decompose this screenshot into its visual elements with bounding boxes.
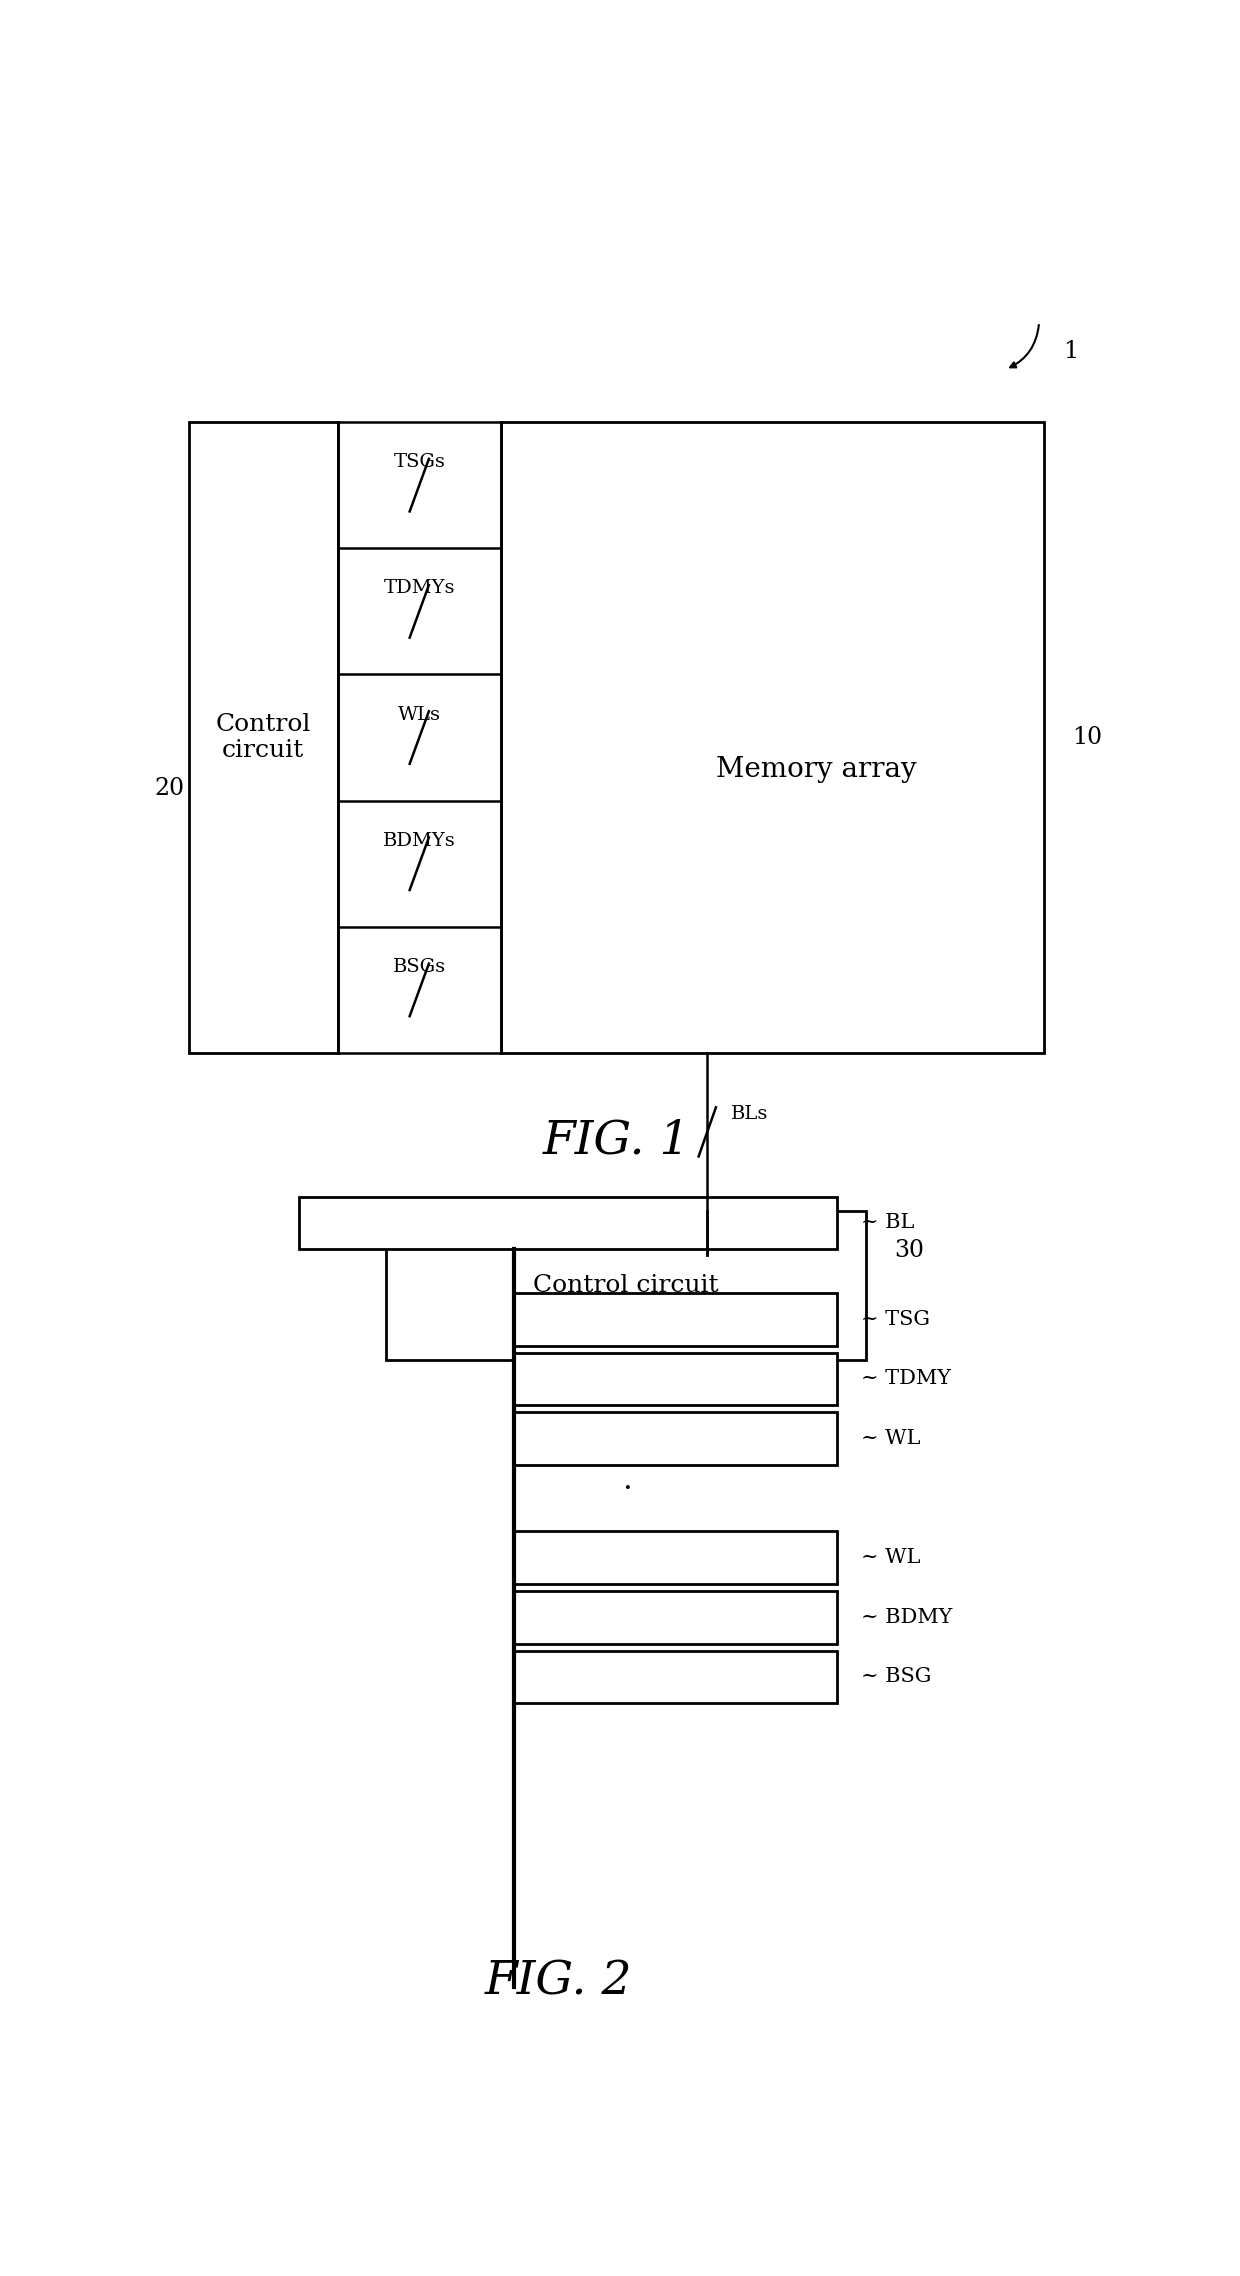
- Bar: [515, 1591, 837, 1643]
- Bar: [515, 1650, 837, 1702]
- Text: Control circuit: Control circuit: [533, 1275, 719, 1297]
- Text: FIG. 2: FIG. 2: [485, 1960, 632, 2005]
- Text: ~ BDMY: ~ BDMY: [862, 1607, 952, 1627]
- Text: 30: 30: [894, 1238, 924, 1261]
- Bar: [515, 1293, 837, 1345]
- Text: TDMYs: TDMYs: [383, 580, 455, 596]
- Text: TSGs: TSGs: [393, 453, 445, 471]
- Text: BDMYs: BDMYs: [383, 831, 455, 849]
- Text: Memory array: Memory array: [715, 756, 916, 783]
- Bar: [515, 1532, 837, 1584]
- Text: BLs: BLs: [732, 1106, 769, 1122]
- Bar: [515, 1411, 837, 1466]
- Bar: [299, 1197, 837, 1250]
- Bar: [386, 1211, 866, 1359]
- Text: WLs: WLs: [398, 706, 440, 724]
- Text: ~ BSG: ~ BSG: [862, 1668, 931, 1687]
- Text: ~ TSG: ~ TSG: [862, 1311, 930, 1329]
- Text: ~ BL: ~ BL: [862, 1213, 915, 1234]
- Text: ~ WL: ~ WL: [862, 1429, 921, 1448]
- Bar: [188, 421, 337, 1054]
- Text: 1: 1: [1063, 339, 1079, 362]
- Text: ·: ·: [622, 1475, 632, 1504]
- Bar: [501, 421, 1044, 1054]
- Text: BSGs: BSGs: [393, 958, 446, 976]
- Bar: [515, 1352, 837, 1404]
- Text: 20: 20: [154, 776, 185, 799]
- Text: FIG. 1: FIG. 1: [542, 1118, 691, 1163]
- Text: ~ WL: ~ WL: [862, 1548, 921, 1568]
- Text: ~ TDMY: ~ TDMY: [862, 1370, 951, 1388]
- Text: Control
circuit: Control circuit: [216, 712, 311, 762]
- Text: 10: 10: [1073, 726, 1102, 749]
